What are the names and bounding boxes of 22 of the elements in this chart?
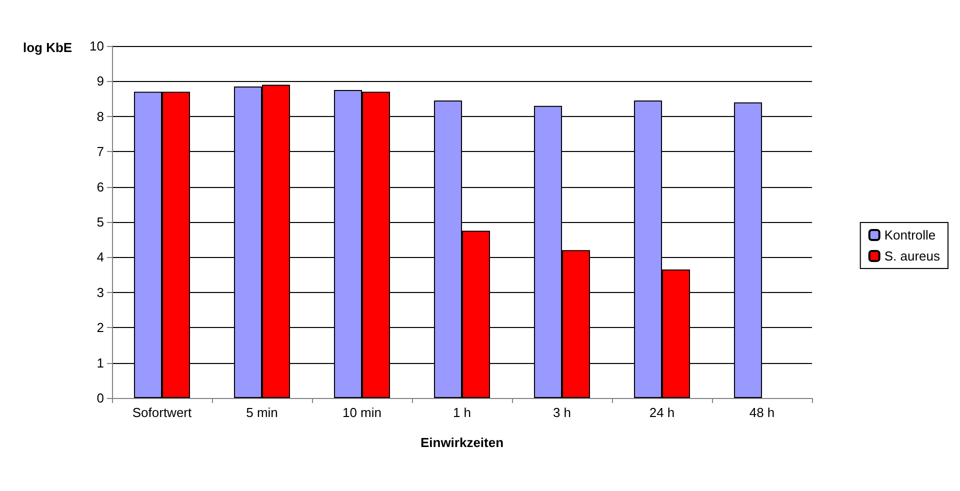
x-tick-label: 10 min xyxy=(342,405,382,420)
y-tick-label: 9 xyxy=(96,74,104,89)
legend-label: Kontrolle xyxy=(884,228,936,242)
x-tick-label: Sofortwert xyxy=(132,405,192,420)
y-tick-label: 3 xyxy=(96,284,104,300)
x-axis-title: Einwirkzeiten xyxy=(420,435,504,450)
y-tick-label: 7 xyxy=(96,144,104,160)
x-tick-label: 1 h xyxy=(452,405,472,420)
y-tick-label: 8 xyxy=(96,108,104,124)
y-tick-label: 4 xyxy=(96,250,104,265)
x-tick-label: 48 h xyxy=(749,405,775,420)
y-axis-title: log KbE xyxy=(23,40,72,55)
y-tick-label: 5 xyxy=(96,214,104,230)
y-tick-label: 10 xyxy=(90,38,104,54)
x-tick-label: 3 h xyxy=(552,405,572,420)
y-tick-label: 0 xyxy=(96,390,104,406)
y-tick-label: 1 xyxy=(96,355,104,370)
x-tick-label: 5 min xyxy=(246,405,278,420)
x-tick-label: 24 h xyxy=(649,405,675,420)
legend-label: S. aureus xyxy=(884,248,940,264)
y-tick-label: 6 xyxy=(96,179,104,194)
y-tick-label: 2 xyxy=(96,320,104,336)
